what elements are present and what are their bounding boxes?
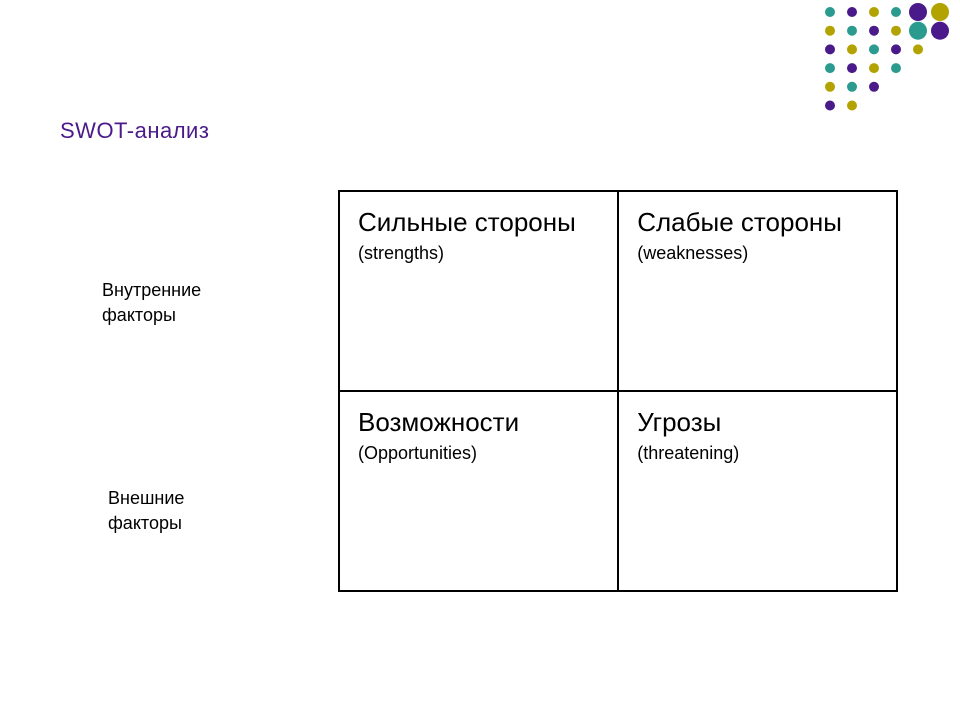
decor-dot — [869, 82, 879, 92]
decor-dot — [891, 7, 901, 17]
cell-opportunities: Возможности (Opportunities) — [339, 391, 618, 591]
cell-opportunities-sub: (Opportunities) — [358, 443, 599, 464]
cell-weaknesses-main: Слабые стороны — [637, 206, 878, 239]
decor-dot — [869, 26, 879, 36]
decor-dot — [847, 44, 857, 54]
cell-strengths: Сильные стороны (strengths) — [339, 191, 618, 391]
decor-dot — [825, 7, 835, 17]
decor-dot — [931, 3, 949, 21]
decor-dot — [913, 44, 923, 54]
page-title: SWOT-анализ — [60, 118, 209, 144]
row-label-external: Внешниефакторы — [108, 486, 184, 536]
cell-threats: Угрозы (threatening) — [618, 391, 897, 591]
decor-dot — [869, 63, 879, 73]
decor-dot — [869, 7, 879, 17]
decor-dot — [909, 22, 927, 40]
decor-dots — [730, 0, 960, 120]
row-label-external-text: Внешниефакторы — [108, 488, 184, 533]
cell-threats-sub: (threatening) — [637, 443, 878, 464]
decor-dot — [909, 3, 927, 21]
row-label-internal-text: Внутренниефакторы — [102, 280, 201, 325]
decor-dot — [825, 63, 835, 73]
cell-weaknesses-sub: (weaknesses) — [637, 243, 878, 264]
cell-opportunities-main: Возможности — [358, 406, 599, 439]
cell-strengths-main: Сильные стороны — [358, 206, 599, 239]
swot-table: Сильные стороны (strengths) Слабые сторо… — [338, 190, 898, 592]
decor-dot — [825, 44, 835, 54]
decor-dot — [847, 7, 857, 17]
decor-dot — [847, 26, 857, 36]
decor-dot — [891, 44, 901, 54]
decor-dot — [891, 63, 901, 73]
cell-threats-main: Угрозы — [637, 406, 878, 439]
decor-dot — [825, 82, 835, 92]
decor-dot — [847, 63, 857, 73]
decor-dot — [931, 22, 949, 40]
decor-dot — [825, 26, 835, 36]
decor-dot — [891, 26, 901, 36]
decor-dot — [869, 44, 879, 54]
cell-strengths-sub: (strengths) — [358, 243, 599, 264]
cell-weaknesses: Слабые стороны (weaknesses) — [618, 191, 897, 391]
decor-dot — [847, 101, 857, 111]
decor-dot — [825, 101, 835, 111]
row-label-internal: Внутренниефакторы — [102, 278, 201, 328]
decor-dot — [847, 82, 857, 92]
